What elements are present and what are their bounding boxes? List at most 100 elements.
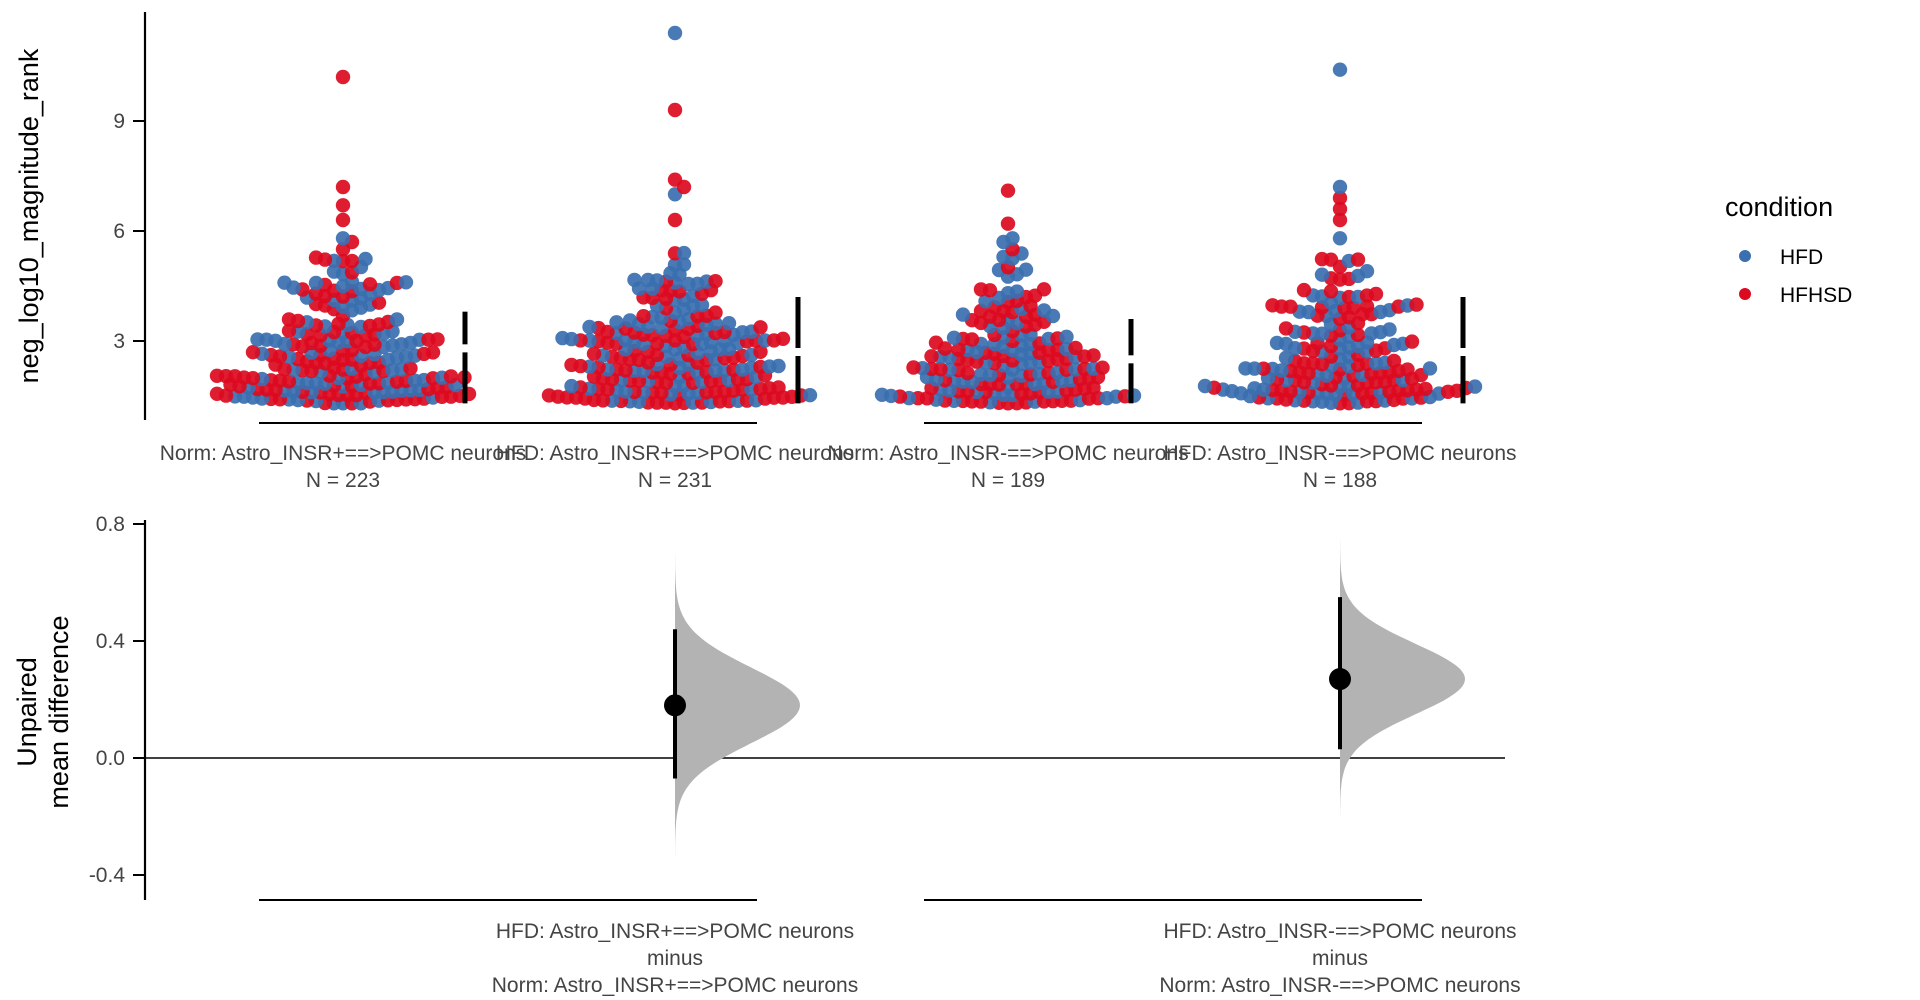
comparison-label-1-line3: Norm: Astro_INSR+==>POMC neurons: [492, 974, 859, 997]
swarm-point-hfd: [335, 231, 351, 246]
group-label-2: HFD: Astro_INSR+==>POMC neurons: [496, 442, 854, 465]
swarm-point-hfhsd: [335, 69, 351, 85]
swarm-point-hfhsd: [775, 331, 791, 346]
swarm-point-hfd: [389, 312, 405, 327]
swarm-point-hfd: [1314, 267, 1330, 282]
bottom-y-tick-label: 0.8: [96, 513, 125, 536]
swarm-point-hfhsd: [245, 345, 261, 360]
swarm-point-hfhsd: [1418, 381, 1433, 397]
swarm-point-hfhsd: [1350, 252, 1366, 267]
swarm-point-hfd: [1059, 329, 1074, 344]
swarm-point-hfhsd: [1278, 321, 1294, 336]
swarm-point-hfhsd: [1323, 284, 1339, 299]
swarm-point-hfhsd: [371, 295, 387, 310]
swarm-point-hfd: [1359, 264, 1375, 279]
legend-label-hfd: HFD: [1780, 246, 1823, 269]
group-label-1: Norm: Astro_INSR+==>POMC neurons: [160, 442, 527, 465]
swarm-point-hfhsd: [1000, 183, 1016, 198]
swarm-point-hfd: [1332, 62, 1348, 77]
swarm-point-hfd: [1238, 361, 1253, 376]
swarm-point-hfhsd: [335, 212, 351, 228]
swarm-point-hfhsd: [973, 282, 989, 297]
swarm-point-hfd: [676, 257, 692, 272]
swarm-point-hfhsd: [1409, 297, 1424, 312]
top-y-tick-label: 9: [113, 110, 125, 133]
swarm-point-hfhsd: [753, 344, 768, 359]
delta-panel: 0.8 0.4 0.0 -0.4 Unpaired mean difference H…: [12, 513, 1521, 997]
swarm-point-hfhsd: [667, 102, 683, 118]
swarm-point-hfhsd: [667, 172, 683, 187]
swarm-point-hfhsd: [344, 253, 360, 269]
comparison-label-1-line2: minus: [647, 947, 703, 970]
swarm-point-hfhsd: [335, 198, 351, 213]
mean-difference-point: [1329, 668, 1351, 691]
swarm-point-hfhsd: [1296, 282, 1312, 298]
swarm-point-hfhsd: [906, 360, 921, 375]
swarm-point-hfd: [627, 272, 642, 288]
swarm-point-hfd: [308, 275, 324, 291]
swarm-point-hfhsd: [443, 369, 459, 384]
group-n-4: N = 188: [1303, 469, 1377, 492]
swarm-point-hfhsd: [708, 274, 723, 289]
legend-marker-hfd: [1739, 250, 1751, 262]
swarm-point-hfhsd: [1314, 251, 1330, 267]
swarm-point-hfhsd: [308, 286, 324, 301]
swarm-point-hfhsd: [753, 320, 768, 335]
swarm-point-hfd: [874, 387, 890, 402]
swarm-point-hfd: [250, 332, 265, 347]
group-n-1: N = 223: [306, 469, 380, 492]
swarm-point-hfd: [978, 294, 993, 309]
swarm-point-hfhsd: [425, 345, 441, 360]
swarm-point-hfhsd: [209, 386, 225, 401]
swarm-point-hfhsd: [951, 342, 966, 357]
swarm-point-hfd: [640, 272, 656, 288]
swarm-point-hfd: [1332, 179, 1348, 195]
swarm-point-hfd: [1382, 322, 1397, 337]
legend-label-hfhsd: HFHSD: [1780, 284, 1852, 307]
swarm-point-hfd: [277, 275, 292, 290]
swarm-point-hfd: [1005, 231, 1020, 246]
swarm-point-hfhsd: [1400, 362, 1415, 377]
swarm-point-hfhsd: [335, 179, 351, 195]
legend: condition HFD HFHSD: [1725, 192, 1852, 307]
swarm-point-hfd: [721, 316, 737, 331]
swarm-point-hfd: [1467, 379, 1483, 394]
swarm-point-hfhsd: [1359, 299, 1375, 314]
swarm-point-hfhsd: [1332, 212, 1348, 228]
swarm-point-hfhsd: [403, 361, 418, 376]
swarm-point-hfhsd: [1386, 353, 1402, 369]
legend-marker-hfhsd: [1739, 288, 1751, 300]
swarm-point-hfd: [771, 358, 786, 374]
delta-estimates: [664, 526, 1465, 875]
swarm-point-hfhsd: [1086, 348, 1101, 363]
legend-title: condition: [1725, 192, 1833, 222]
swarm-point-hfhsd: [1368, 286, 1384, 302]
swarm-point-hfd: [1269, 335, 1285, 351]
group-label-3: Norm: Astro_INSR-==>POMC neurons: [827, 442, 1188, 465]
swarm-point-hfd: [564, 378, 579, 394]
swarm-points: [209, 25, 1483, 411]
bootstrap-distribution: [675, 532, 800, 875]
swarm-point-hfhsd: [281, 312, 297, 327]
swarm-point-hfhsd: [564, 357, 579, 373]
swarm-point-hfd: [946, 330, 962, 345]
swarm-point-hfd: [398, 275, 414, 290]
swarm-point-hfhsd: [928, 335, 944, 350]
swarm-point-hfhsd: [281, 323, 297, 338]
comparison-label-1-line1: HFD: Astro_INSR+==>POMC neurons: [496, 920, 854, 943]
swarm-point-hfd: [1197, 378, 1213, 394]
swarm-point-hfd: [1009, 284, 1025, 299]
group-label-4: HFD: Astro_INSR-==>POMC neurons: [1163, 442, 1516, 465]
swarm-point-hfhsd: [1095, 360, 1110, 375]
swarm-point-hfhsd: [1332, 201, 1348, 217]
swarm-point-hfhsd: [667, 212, 683, 228]
swarm-point-hfd: [667, 25, 683, 41]
swarm-point-hfhsd: [430, 332, 445, 347]
swarm-point-hfhsd: [209, 368, 225, 383]
swarm-point-hfhsd: [771, 380, 786, 395]
comparison-label-2-line3: Norm: Astro_INSR-==>POMC neurons: [1159, 974, 1520, 997]
group-labels: Norm: Astro_INSR+==>POMC neurons N = 223…: [160, 442, 1517, 492]
bottom-y-tick-label: 0.0: [96, 747, 125, 770]
swarm-point-hfd: [1247, 381, 1262, 396]
